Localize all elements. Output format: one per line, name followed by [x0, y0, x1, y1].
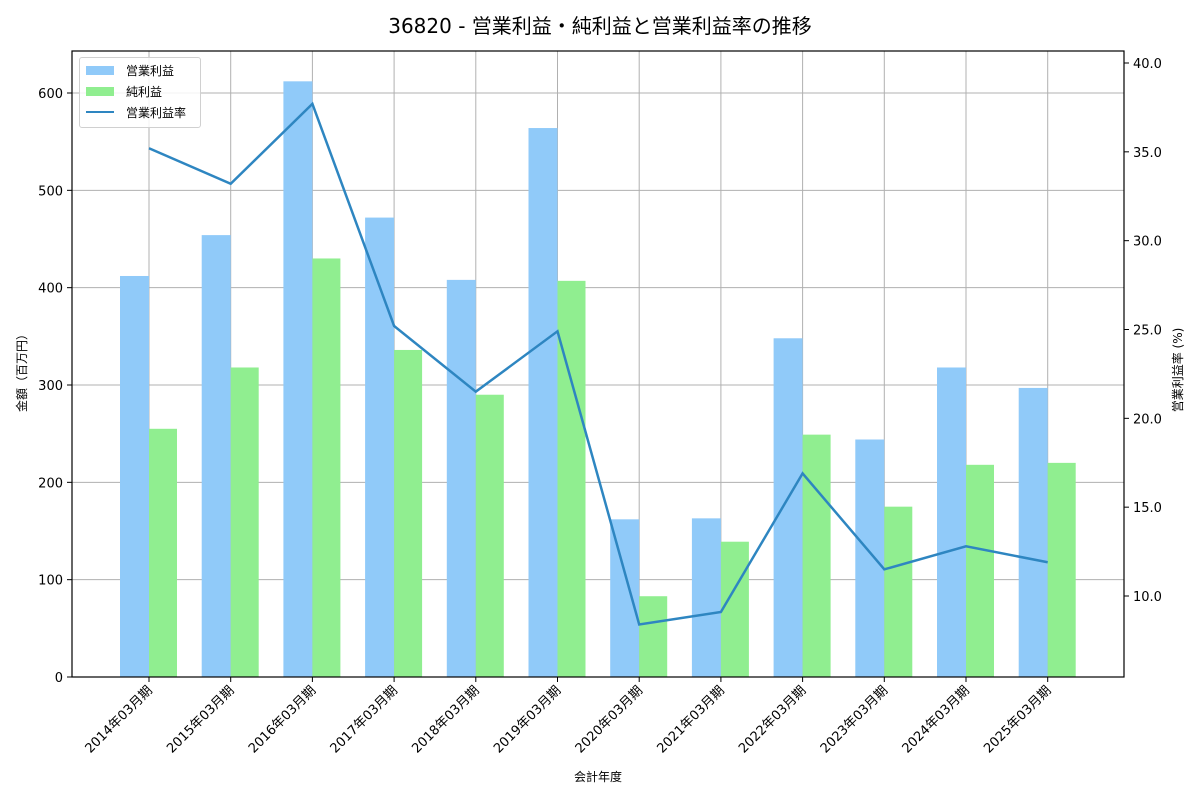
line-operating-margin	[148, 101, 1048, 626]
plot-frame	[71, 50, 1125, 678]
bar-operating-profit	[283, 81, 313, 677]
tick-label-left: 600	[38, 87, 63, 102]
tick-label-right: 25.0	[1133, 324, 1162, 339]
legend-item-operating-margin: 営業利益率	[86, 104, 186, 120]
tick-label-left: 500	[38, 184, 63, 199]
legend-label: 営業利益率	[126, 105, 187, 120]
tick-label-x: 2015年03月期	[164, 683, 237, 756]
bar-net-profit	[720, 541, 749, 677]
legend-swatch-green	[86, 86, 114, 96]
tick-label-x: 2024年03月期	[900, 683, 973, 756]
bar-net-profit	[149, 428, 177, 677]
bar-net-profit	[475, 394, 504, 677]
bar-net-profit	[639, 596, 668, 677]
legend-label: 純利益	[126, 84, 163, 99]
tick-label-left: 300	[38, 379, 63, 394]
x-axis-label: 会計年度	[574, 769, 622, 784]
legend-swatch-blue	[86, 65, 114, 75]
bar-operating-profit	[691, 518, 721, 677]
tick-label-x: 2025年03月期	[981, 683, 1054, 756]
bar-operating-profit	[446, 279, 476, 677]
margin-line	[148, 101, 1048, 626]
bar-operating-profit	[1018, 387, 1048, 677]
tick-label-right: 10.0	[1133, 590, 1162, 605]
legend-label: 営業利益	[126, 63, 175, 78]
x-axis: 2014年03月期 2015年03月期 2016年03月期 2017年03月期 2018…	[83, 677, 1055, 757]
bar-net-profit	[966, 464, 994, 677]
tick-label-right: 15.0	[1133, 501, 1162, 516]
tick-label-right: 35.0	[1133, 146, 1162, 161]
tick-label-right: 30.0	[1133, 235, 1162, 250]
legend-item-operating-profit: 営業利益	[86, 62, 174, 78]
bar-operating-profit	[610, 519, 640, 677]
tick-label-left: 0	[55, 671, 63, 686]
tick-label-x: 2020年03月期	[573, 683, 646, 756]
bar-operating-profit	[855, 439, 885, 677]
chart-title: 36820 - 営業利益・純利益と営業利益率の推移	[388, 14, 812, 38]
bar-operating-profit	[201, 235, 231, 677]
tick-label-left: 400	[38, 282, 63, 297]
bar-net-profit	[230, 367, 259, 677]
legend-line-icon	[86, 110, 114, 114]
bar-operating-profit	[937, 367, 966, 677]
bar-net-profit	[557, 280, 586, 677]
y-axis-left-label: 金額（百万円）	[14, 328, 29, 412]
bar-net-profit	[802, 434, 831, 677]
tick-label-right: 40.0	[1133, 57, 1162, 72]
y-axis-right-label: 営業利益率 (%)	[1170, 328, 1185, 413]
bar-operating-profit	[120, 275, 149, 677]
bar-operating-profit	[365, 217, 395, 677]
bar-operating-profit	[773, 338, 803, 677]
bar-net-profit	[884, 506, 913, 677]
left-axis: 0 100 200 300 400 500 600	[38, 87, 72, 686]
bar-net-profit	[394, 349, 423, 677]
tick-label-x: 2019年03月期	[491, 683, 564, 756]
right-axis: 10.0 15.0 20.0 25.0 30.0 35.0 40.0	[1124, 57, 1162, 605]
tick-label-x: 2016年03月期	[246, 683, 319, 756]
tick-label-x: 2017年03月期	[328, 683, 401, 756]
legend: 営業利益 純利益 営業利益率	[79, 57, 201, 128]
tick-label-x: 2021年03月期	[654, 683, 727, 756]
tick-label-x: 2014年03月期	[83, 683, 156, 756]
tick-label-x: 2022年03月期	[736, 683, 809, 756]
tick-label-left: 100	[38, 574, 63, 589]
bars	[120, 81, 1076, 678]
tick-label-x: 2023年03月期	[818, 683, 891, 756]
legend-item-net-profit: 純利益	[86, 83, 162, 99]
bar-net-profit	[1047, 462, 1076, 677]
tick-label-right: 20.0	[1133, 412, 1162, 427]
bar-net-profit	[312, 258, 341, 677]
tick-label-left: 200	[38, 476, 63, 491]
tick-label-x: 2018年03月期	[409, 683, 482, 756]
bar-operating-profit	[528, 128, 558, 678]
